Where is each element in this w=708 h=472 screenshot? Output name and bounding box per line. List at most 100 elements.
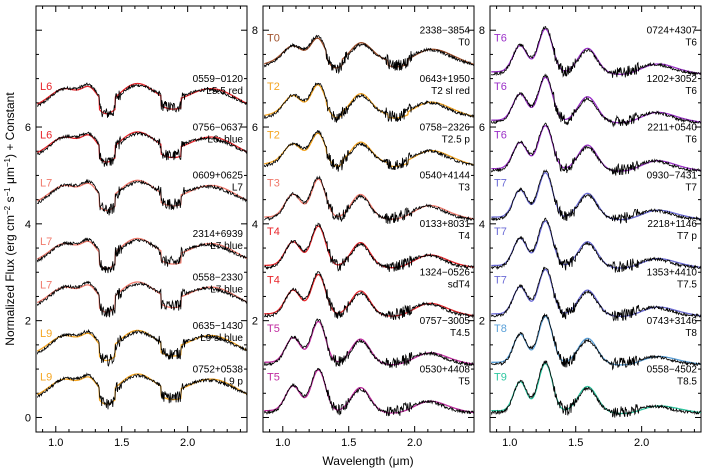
object-description: T0 [458, 37, 470, 48]
spectral-type-label: T4 [267, 275, 280, 287]
model-spectrum-t0 [264, 37, 474, 69]
object-name: 0559−0120 [193, 74, 244, 85]
object-description: T7.5 [677, 280, 697, 291]
object-description: T6 [685, 37, 697, 48]
spectral-type-label: T9 [494, 371, 507, 383]
y-axis-title-part: μm [3, 167, 17, 187]
spectral-type-label: T4 [267, 226, 280, 238]
spectral-type-label: T7 [494, 226, 507, 238]
object-name: 0743+3146 [647, 316, 698, 327]
observed-spectrum [263, 367, 474, 417]
y-tick-label: 2 [479, 316, 485, 328]
x-tick-label: 2.0 [180, 437, 195, 449]
y-axis-label: Normalized Flux (erg cm−2 s−1 μm−1) + Co… [3, 92, 18, 346]
plot-area [490, 25, 701, 418]
object-name: 2314+6939 [193, 229, 244, 240]
spectral-type-label: T2 [267, 81, 280, 93]
y-tick-label: 2 [252, 316, 258, 328]
panel-frame [262, 5, 475, 433]
object-description: T6 [685, 134, 697, 145]
observed-spectrum [36, 131, 247, 167]
observed-spectrum [490, 169, 701, 224]
model-spectrum-t2 [264, 132, 474, 168]
y-axis-title-part: −2 [3, 205, 12, 215]
object-description: T6 [685, 86, 697, 97]
object-name: 0635−1430 [193, 321, 244, 332]
x-tick-label: 1.5 [568, 437, 583, 449]
y-axis-title-part: −1 [3, 187, 12, 197]
x-tick-label: 2.0 [407, 437, 422, 449]
plot-area [263, 34, 474, 417]
object-name: 0643+1950 [420, 74, 471, 85]
model-spectrum-t5 [264, 320, 474, 366]
spectral-type-label: L7 [40, 279, 52, 291]
observed-spectrum [490, 122, 701, 176]
object-description: T8 [685, 328, 697, 339]
object-description: sdT4 [448, 280, 471, 291]
observed-spectrum [36, 82, 247, 118]
model-spectrum-t7 [491, 268, 701, 318]
observed-spectrum [490, 359, 701, 418]
spectral-type-label: T5 [267, 371, 280, 383]
object-name: 0758−2326 [420, 122, 471, 133]
observed-spectrum [263, 129, 474, 172]
spectral-type-label: L7 [40, 178, 52, 190]
spectral-type-label: T0 [267, 32, 280, 44]
y-tick-label: 6 [479, 122, 485, 134]
object-description: T2 sl red [431, 86, 470, 97]
model-spectrum-l6 [36, 82, 247, 115]
observed-spectrum [490, 25, 701, 78]
spectral-type-label: L6 [40, 129, 52, 141]
object-name: 2218+1146 [647, 219, 697, 230]
y-tick-label: 8 [252, 25, 258, 37]
spectral-type-label: T7 [494, 275, 507, 287]
object-description: L7 blue [210, 241, 243, 252]
y-tick-label: 8 [479, 25, 485, 37]
panel-frame [35, 5, 248, 433]
panel-early-t-dwarfs: 1.0 1.5 2.02468T02338−3854T0T20643+1950T2 … [252, 5, 475, 449]
observed-spectrum [264, 175, 474, 224]
spectral-type-label: L9 [40, 328, 52, 340]
observed-spectrum [490, 73, 701, 128]
model-spectrum-t5 [264, 369, 474, 414]
x-tick-label: 1.0 [502, 437, 517, 449]
object-name: 0540+4144 [420, 171, 471, 182]
object-description: T4.5 [450, 328, 470, 339]
y-axis-title-part: Normalized Flux (erg cm [3, 215, 17, 346]
y-axis-title-part: ) + Constant [3, 92, 17, 158]
y-tick-label: 4 [479, 219, 485, 231]
plot-area [36, 82, 247, 410]
observed-spectrum [490, 312, 701, 371]
y-tick-label: 0 [25, 412, 31, 424]
object-description: L6: blue [207, 134, 243, 145]
observed-spectrum [36, 328, 247, 367]
observed-spectrum [263, 34, 474, 75]
spectral-type-label: L7 [40, 236, 52, 248]
observed-spectrum [36, 372, 247, 410]
y-tick-label: 2 [25, 316, 31, 328]
observed-spectrum [263, 271, 474, 321]
observed-spectrum [263, 82, 474, 123]
spectral-type-label: T5 [267, 323, 280, 335]
y-tick-label: 6 [25, 122, 31, 134]
model-spectrum-t4 [264, 225, 474, 269]
object-name: 0558−2330 [193, 272, 244, 283]
object-name: 2338−3854 [420, 25, 471, 36]
observed-spectrum [490, 217, 701, 273]
x-tick-label: 1.0 [48, 437, 63, 449]
object-description: T8.5 [677, 376, 697, 387]
spectral-type-label: T7 [494, 178, 507, 190]
object-description: T2.5 p [442, 134, 471, 145]
object-description: T5 [458, 376, 470, 387]
model-spectrum-l9 [36, 329, 247, 362]
object-name: 1353+4410 [647, 268, 698, 279]
y-tick-label: 6 [252, 122, 258, 134]
x-tick-label: 2.0 [634, 437, 649, 449]
object-name: 1324−0526 [420, 268, 471, 279]
x-tick-label: 1.0 [275, 437, 290, 449]
object-name: 0757−3005 [420, 316, 471, 327]
object-name: 0558−4502 [647, 364, 698, 375]
object-description: L7 [232, 183, 244, 194]
